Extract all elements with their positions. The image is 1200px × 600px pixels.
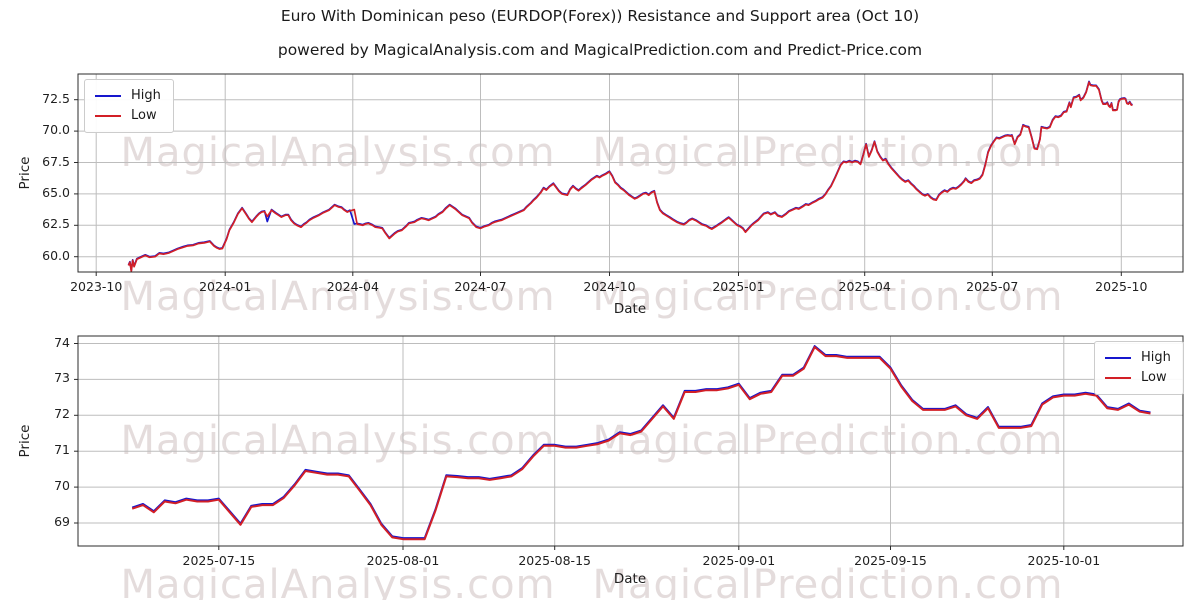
main-x-axis-label: Date xyxy=(613,301,647,317)
watermark-analysis-text: MagicalAnalysis.com xyxy=(120,130,556,176)
detail-low-line xyxy=(131,346,1151,541)
main-y-tick-label: 67.5 xyxy=(42,153,70,169)
watermark-prediction-text: MagicalPrediction.com xyxy=(592,562,1064,600)
detail-x-axis-label: Date xyxy=(613,571,647,587)
low-line-swatch-icon xyxy=(95,115,121,117)
detail-y-tick-label: 71 xyxy=(54,442,70,458)
main-x-tick-label: 2023-10 xyxy=(70,279,123,294)
low-line-swatch-icon xyxy=(1105,377,1131,379)
main-legend: High Low xyxy=(84,79,174,133)
detail-x-tick-label: 2025-07-15 xyxy=(182,553,256,568)
main-legend-high-row: High xyxy=(95,86,161,106)
watermark-analysis-text: MagicalAnalysis.com xyxy=(120,274,556,320)
high-line-swatch-icon xyxy=(1105,357,1131,359)
main-y-tick-label: 62.5 xyxy=(42,216,70,232)
detail-y-tick-label: 74 xyxy=(54,334,70,350)
main-x-tick-label: 2025-10 xyxy=(1095,279,1148,294)
detail-x-tick-label: 2025-09-01 xyxy=(702,553,776,568)
main-x-tick-label: 2025-04 xyxy=(838,279,891,294)
main-y-tick-label: 72.5 xyxy=(42,90,70,106)
detail-y-tick-label: 72 xyxy=(54,406,70,422)
main-y-tick-label: 70.0 xyxy=(42,122,70,138)
main-legend-high-label: High xyxy=(131,88,161,103)
detail-legend-low-row: Low xyxy=(1105,368,1171,388)
chart-subtitle: powered by MagicalAnalysis.com and Magic… xyxy=(277,41,923,59)
main-x-tick-label: 2025-07 xyxy=(966,279,1019,294)
detail-y-tick-label: 70 xyxy=(54,478,70,494)
detail-y-tick-label: 73 xyxy=(54,370,70,386)
detail-high-line xyxy=(131,345,1151,540)
main-x-tick-label: 2024-10 xyxy=(583,279,636,294)
main-legend-low-row: Low xyxy=(95,106,161,126)
main-x-tick-label: 2024-01 xyxy=(199,279,252,294)
detail-x-tick-label: 2025-10-01 xyxy=(1027,553,1101,568)
detail-legend: High Low xyxy=(1094,341,1184,395)
watermark-analysis-text: MagicalAnalysis.com xyxy=(120,418,556,464)
chart-title: Euro With Dominican peso (EURDOP(Forex))… xyxy=(280,7,920,25)
main-x-tick-label: 2024-07 xyxy=(454,279,507,294)
detail-legend-high-row: High xyxy=(1105,348,1171,368)
watermark-analysis-text: MagicalAnalysis.com xyxy=(120,562,556,600)
detail-legend-low-label: Low xyxy=(1141,370,1167,385)
main-low-line xyxy=(127,81,1133,272)
detail-x-tick-label: 2025-09-15 xyxy=(854,553,927,568)
detail-legend-high-label: High xyxy=(1141,350,1171,365)
detail-x-tick-label: 2025-08-01 xyxy=(366,553,440,568)
watermark-prediction-text: MagicalPrediction.com xyxy=(592,418,1064,464)
main-x-tick-label: 2025-01 xyxy=(712,279,765,294)
main-y-tick-label: 65.0 xyxy=(42,184,70,200)
detail-x-tick-label: 2025-08-15 xyxy=(518,553,591,568)
high-line-swatch-icon xyxy=(95,95,121,97)
main-legend-low-label: Low xyxy=(131,108,157,123)
main-x-tick-label: 2024-04 xyxy=(326,279,379,294)
main-y-tick-label: 60.0 xyxy=(42,247,70,263)
detail-y-tick-label: 69 xyxy=(54,514,70,530)
watermark-prediction-text: MagicalPrediction.com xyxy=(592,274,1064,320)
